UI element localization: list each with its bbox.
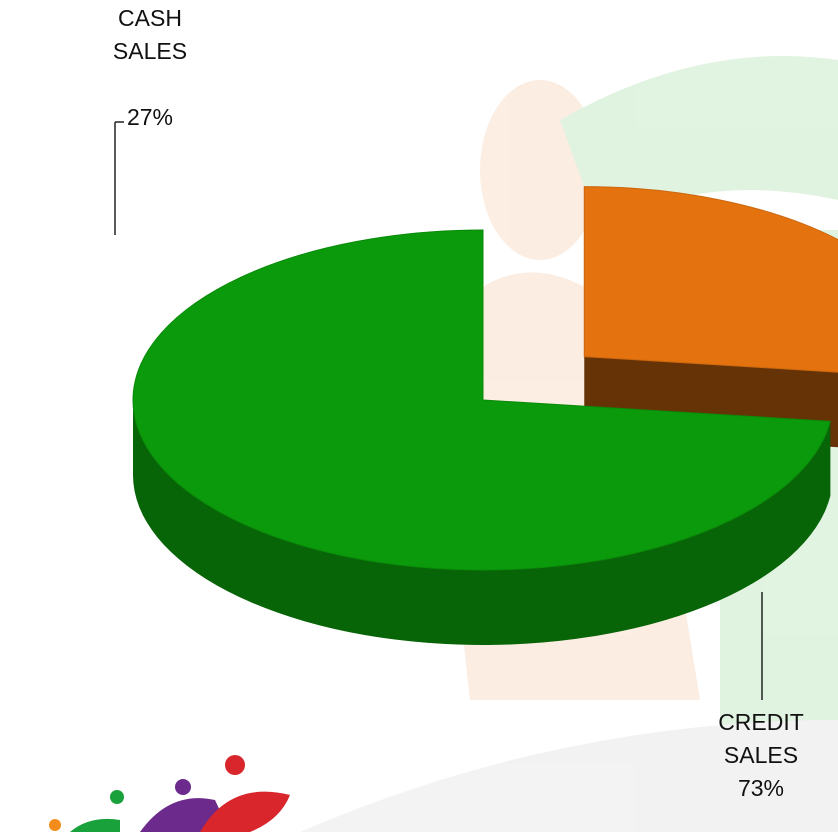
pie-slice [584,187,838,378]
slice-value-label: 73% [706,772,816,805]
page: CASH SALES 27% CREDIT SALES 73% [0,0,838,832]
pie [133,187,838,645]
logo [49,755,290,832]
slice-value-label: 27% [95,101,205,134]
slice-category-label: CREDIT SALES [706,706,816,772]
slice-category-label: CASH SALES [95,2,205,68]
